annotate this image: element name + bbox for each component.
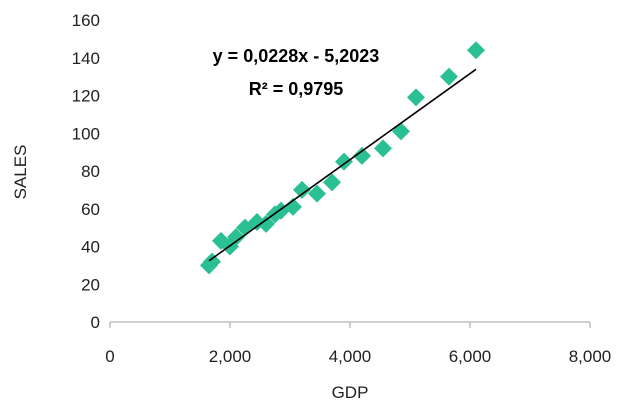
y-tick-label: 80 (81, 162, 100, 181)
y-tick-label: 40 (81, 238, 100, 257)
trendline-r-squared: R² = 0,9795 (249, 79, 344, 99)
x-axis-label: GDP (332, 383, 369, 402)
y-tick-label: 20 (81, 275, 100, 294)
x-tick-label: 4,000 (329, 347, 372, 366)
x-axis-ticks: 0 2,000 4,000 6,000 8,000 (105, 322, 611, 366)
data-point (257, 214, 275, 233)
x-tick-label: 0 (105, 347, 114, 366)
data-point (293, 180, 311, 199)
data-point (323, 173, 341, 192)
x-tick-label: 8,000 (569, 347, 612, 366)
y-tick-label: 100 (72, 124, 100, 143)
y-axis-label: SALES (11, 145, 30, 200)
y-tick-label: 140 (72, 49, 100, 68)
y-axis-ticks: 0 20 40 60 80 100 120 140 160 (72, 11, 100, 332)
y-tick-label: 160 (72, 11, 100, 30)
data-point (392, 122, 410, 141)
x-tick-label: 2,000 (209, 347, 252, 366)
data-points (200, 41, 485, 275)
data-point (227, 228, 245, 247)
data-point (374, 139, 392, 158)
y-tick-label: 0 (91, 313, 100, 332)
data-point (335, 152, 353, 171)
trendline (208, 68, 477, 262)
y-tick-label: 120 (72, 87, 100, 106)
data-point (353, 146, 371, 165)
data-point (203, 252, 221, 271)
data-point (284, 197, 302, 216)
y-tick-label: 60 (81, 200, 100, 219)
data-point (467, 41, 485, 60)
data-point (407, 88, 425, 107)
trendline-equation: y = 0,0228x - 5,2023 (213, 46, 380, 66)
data-point (440, 67, 458, 86)
x-tick-label: 6,000 (449, 347, 492, 366)
data-point (308, 184, 326, 203)
